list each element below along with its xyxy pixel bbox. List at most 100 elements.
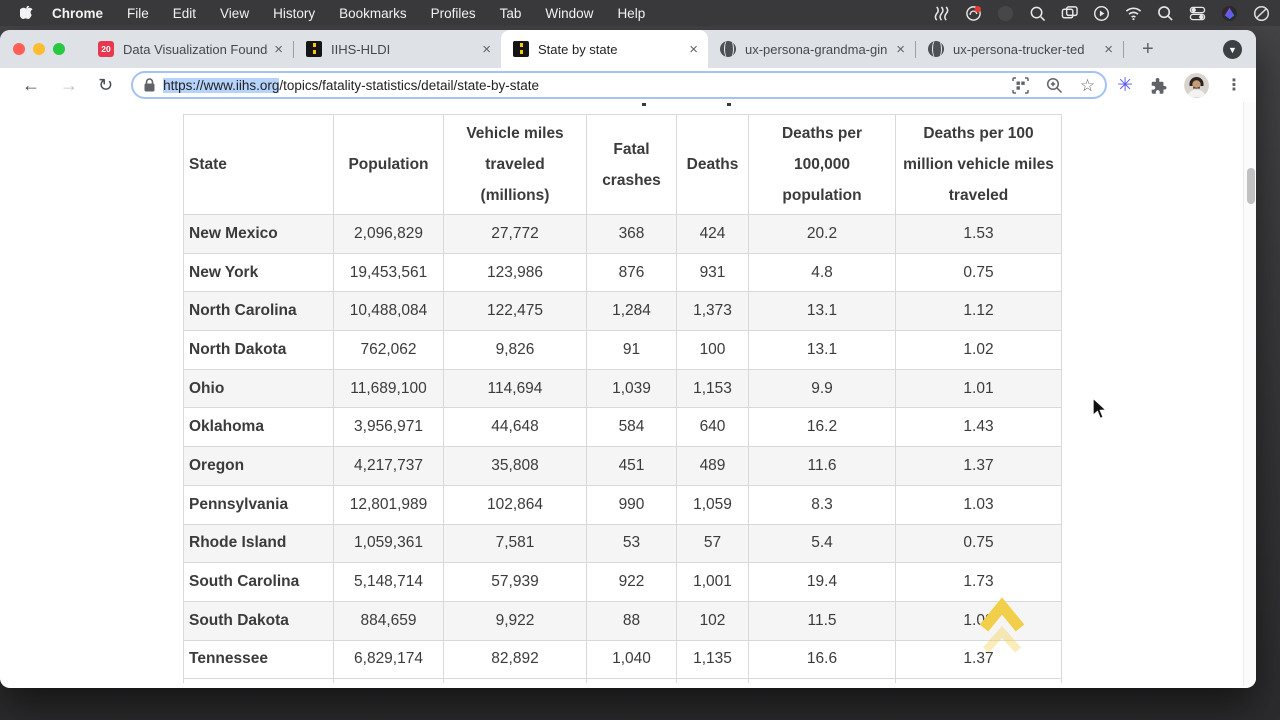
value-cell: 5,148,714 [333, 562, 444, 602]
header-vehicle-miles: Vehicle miles traveled (millions) [443, 114, 587, 215]
value-cell: 11.5 [748, 600, 896, 641]
value-cell: 57 [676, 523, 749, 564]
value-cell: 1.73 [895, 562, 1062, 602]
close-tab-icon[interactable]: × [274, 40, 283, 58]
window-controls [13, 43, 65, 55]
loom-extension-icon[interactable]: ✳ [1117, 74, 1133, 96]
minimize-window-button[interactable] [33, 43, 45, 55]
close-window-button[interactable] [13, 43, 25, 55]
table-row: North Carolina 10,488,084 122,475 1,284 1,37… [183, 291, 1062, 332]
reload-button[interactable]: ↻ [98, 74, 114, 95]
value-cell: 102 [676, 600, 749, 641]
creative-cloud-icon[interactable] [964, 4, 982, 22]
value-cell: 922 [586, 562, 677, 602]
menu-tab[interactable]: Tab [499, 5, 522, 21]
secure-lock-icon [144, 78, 155, 92]
wave-lines-icon[interactable] [932, 4, 950, 22]
state-cell: Pennsylvania [183, 484, 334, 525]
zoom-window-button[interactable] [53, 43, 65, 55]
value-cell: 19.4 [748, 562, 896, 602]
menubar-app-name[interactable]: Chrome [52, 5, 104, 21]
clipped-cell [183, 678, 334, 683]
header-population: Population [333, 114, 444, 215]
new-tab-button[interactable]: + [1142, 38, 1154, 60]
zoom-in-page-icon[interactable] [1046, 77, 1063, 94]
value-cell: 584 [586, 407, 677, 448]
tab-strip: 20 Data Visualization Founda × IIHS-HLDI… [0, 30, 1256, 68]
clipped-cell [333, 678, 444, 683]
value-cell: 876 [586, 252, 677, 293]
dimmed-app-icon[interactable] [996, 4, 1014, 22]
value-cell: 1.02 [895, 330, 1062, 370]
tab-ux-persona-trucker[interactable]: ux-persona-trucker-ted × [916, 30, 1123, 68]
profile-avatar[interactable] [1184, 72, 1209, 98]
displays-icon[interactable] [1060, 4, 1078, 22]
value-cell: 11.6 [748, 446, 896, 486]
menu-help[interactable]: Help [617, 5, 646, 21]
back-button[interactable]: ← [22, 74, 40, 95]
macos-menubar: Chrome File Edit View History Bookmarks … [0, 0, 1280, 26]
clipped-cell [748, 678, 896, 683]
value-cell: 10,488,084 [333, 291, 444, 332]
value-cell: 102,864 [443, 484, 587, 525]
menu-profiles[interactable]: Profiles [430, 5, 476, 21]
menu-window[interactable]: Window [545, 5, 594, 21]
browser-window: 20 Data Visualization Founda × IIHS-HLDI… [0, 30, 1256, 688]
table-row: Ohio 11,689,100 114,694 1,039 1,153 9.9 1.01 [183, 368, 1062, 409]
value-cell: 11,689,100 [333, 368, 444, 409]
clipped-heading-remnant [727, 103, 731, 106]
scrollbar-thumb[interactable] [1246, 168, 1255, 204]
browser-menu-icon[interactable]: ⋮ [1226, 77, 1242, 94]
clipped-heading-remnant [642, 103, 646, 106]
value-cell: 122,475 [443, 291, 587, 332]
url-text[interactable]: https://www.iihs.org/topics/fatality-sta… [163, 77, 1002, 93]
close-tab-icon[interactable]: × [896, 40, 905, 58]
value-cell: 1,059,361 [333, 523, 444, 564]
wifi-icon[interactable] [1124, 4, 1142, 22]
media-controls-icon[interactable] [1012, 76, 1029, 94]
close-tab-icon[interactable]: × [1104, 40, 1113, 58]
menu-file[interactable]: File [127, 5, 149, 21]
value-cell: 884,659 [333, 600, 444, 641]
menu-history[interactable]: History [273, 5, 316, 21]
close-tab-icon[interactable]: × [482, 40, 491, 58]
table-row: Rhode Island 1,059,361 7,581 53 57 5.4 0.75 [183, 523, 1062, 564]
forward-button[interactable]: → [60, 74, 78, 95]
tab-label: State by state [538, 41, 618, 57]
globe-favicon [720, 41, 736, 57]
apple-menu-icon[interactable] [18, 5, 34, 21]
value-cell: 990 [586, 484, 677, 525]
menu-bookmarks[interactable]: Bookmarks [339, 5, 407, 21]
back-to-top-button[interactable] [974, 594, 1030, 666]
table-row: New York 19,453,561 123,986 876 931 4.8 0.75 [183, 252, 1062, 293]
menu-edit[interactable]: Edit [172, 5, 197, 21]
value-cell: 1.53 [895, 214, 1062, 254]
menu-view[interactable]: View [220, 5, 250, 21]
bookmark-star-icon[interactable]: ☆ [1079, 75, 1096, 95]
page-scrollbar[interactable] [1243, 102, 1256, 686]
tab-ux-persona-grandma[interactable]: ux-persona-grandma-gin × [708, 30, 915, 68]
table-header: State Population Vehicle miles traveled … [183, 114, 1062, 215]
value-cell: 44,648 [443, 407, 587, 448]
value-cell: 13.1 [748, 291, 896, 332]
state-cell: Rhode Island [183, 523, 334, 564]
zoom-magnifier-icon[interactable] [1028, 4, 1046, 22]
tab-search-button[interactable]: ▼ [1223, 40, 1242, 59]
value-cell: 3,956,971 [333, 407, 444, 448]
address-bar[interactable]: https://www.iihs.org/topics/fatality-sta… [131, 71, 1108, 99]
clipped-cell [676, 678, 749, 683]
raycast-app-icon[interactable] [1220, 4, 1238, 22]
tab-data-visualization[interactable]: 20 Data Visualization Founda × [86, 30, 293, 68]
extensions-puzzle-icon[interactable] [1150, 77, 1167, 94]
state-cell: Oregon [183, 446, 334, 486]
close-tab-icon[interactable]: × [689, 40, 698, 58]
spotlight-search-icon[interactable] [1156, 4, 1174, 22]
play-circle-icon[interactable] [1092, 4, 1110, 22]
tab-iihs-hldi[interactable]: IIHS-HLDI × [294, 30, 501, 68]
value-cell: 1.03 [895, 484, 1062, 525]
value-cell: 1,135 [676, 639, 749, 680]
tab-state-by-state-active[interactable]: State by state × [501, 30, 708, 68]
tabs: 20 Data Visualization Founda × IIHS-HLDI… [86, 30, 1154, 68]
control-center-icon[interactable] [1188, 4, 1206, 22]
do-not-disturb-icon[interactable] [1252, 4, 1270, 22]
